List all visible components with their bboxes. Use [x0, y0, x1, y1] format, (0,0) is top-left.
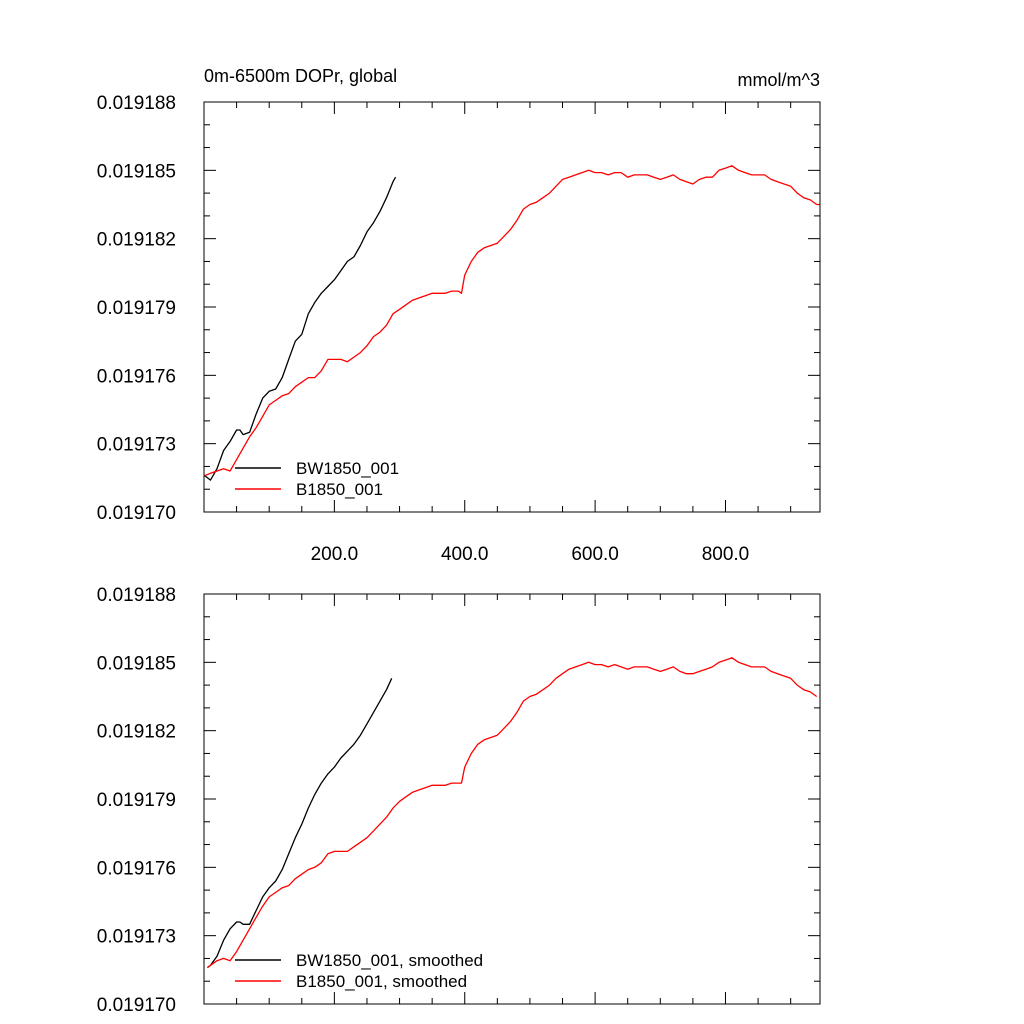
bottom-chart-axes: 0.019170 0.019173 0.019176 0.019179 0.019182…: [97, 585, 820, 1016]
bottom-chart-y-tick-label-4: 0.019182: [97, 722, 176, 743]
top-chart-y-tick-label-5: 0.019185: [97, 161, 176, 182]
bottom-chart-legend-label-0: BW1850_001, smoothed: [296, 951, 483, 970]
bottom-chart-legend-label-1: B1850_001, smoothed: [296, 972, 467, 991]
bottom-chart-y-tick-label-3: 0.019179: [97, 790, 176, 811]
bottom-chart: 0.019170 0.019173 0.019176 0.019179 0.019182…: [97, 585, 821, 1016]
top-chart-y-tick-label-4: 0.019182: [97, 230, 176, 251]
bottom-chart-series-layer: [206, 657, 818, 969]
top-chart-legend-label-0: BW1850_001: [296, 459, 399, 478]
bottom-chart-y-tick-label-5: 0.019185: [97, 653, 176, 674]
top-chart-series-line-1: [204, 165, 820, 477]
bottom-chart-y-tick-label-6: 0.019188: [97, 585, 176, 606]
top-chart-series-layer: [204, 165, 820, 481]
top-chart-y-tick-label-1: 0.019173: [97, 435, 176, 456]
top-chart-legend: BW1850_001 B1850_001: [235, 459, 399, 499]
top-chart-y-tick-label-6: 0.019188: [97, 93, 176, 114]
bottom-chart-y-tick-label-0: 0.019170: [97, 995, 176, 1016]
bottom-chart-series-line-1: [206, 657, 818, 969]
top-chart-axes: 0.019170 0.019173 0.019176 0.019179 0.019182…: [97, 93, 820, 565]
top-chart-x-tick-label-3: 800.0: [702, 544, 750, 565]
top-chart-x-tick-label-2: 600.0: [571, 544, 619, 565]
top-chart-y-tick-label-3: 0.019179: [97, 298, 176, 319]
top-chart-series-line-0: [204, 176, 397, 481]
bottom-chart-y-tick-label-1: 0.019173: [97, 927, 176, 948]
bottom-chart-legend: BW1850_001, smoothed B1850_001, smoothed: [235, 951, 483, 991]
top-chart-y-tick-label-2: 0.019176: [97, 366, 176, 387]
top-chart-x-tick-label-0: 200.0: [311, 544, 359, 565]
top-chart-units: mmol/m^3: [738, 70, 820, 90]
bottom-chart-series-line-0: [206, 678, 393, 969]
bottom-chart-y-tick-label-2: 0.019176: [97, 858, 176, 879]
top-chart-legend-label-1: B1850_001: [296, 480, 383, 499]
top-chart-title: 0m-6500m DOPr, global: [204, 66, 397, 86]
top-chart-x-tick-label-1: 400.0: [441, 544, 489, 565]
top-chart: 0m-6500m DOPr, global mmol/m^3 0.0191700…: [97, 66, 821, 565]
top-chart-y-tick-label-0: 0.019170: [97, 503, 176, 524]
